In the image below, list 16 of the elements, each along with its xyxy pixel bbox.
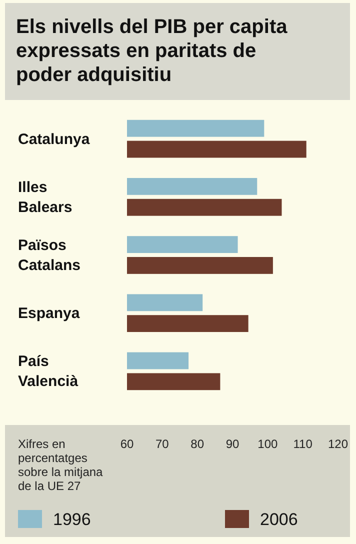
chart-title: Els nivells del PIB per capita expressats en paritats de poder adquisitiu — [16, 16, 288, 86]
y-tick-label: Països Catalans — [18, 237, 81, 274]
x-tick-label: 70 — [155, 437, 170, 451]
x-tick-label: 60 — [120, 437, 134, 451]
x-tick-label: 80 — [190, 437, 204, 451]
x-tick-label: 100 — [258, 437, 278, 451]
y-tick-label: Illes Balears — [18, 178, 72, 216]
y-tick-label: País Valencià — [18, 353, 79, 390]
x-tick-label: 90 — [226, 437, 240, 451]
x-tick-label: 110 — [293, 437, 313, 451]
y-tick-label: Catalunya — [18, 130, 90, 148]
x-tick-label: 120 — [328, 437, 348, 451]
legend-label: 2006 — [260, 510, 298, 529]
legend-label: 1996 — [53, 510, 91, 529]
text: Xifres en percentatges sobre la mitjana de la UE 27 — [18, 437, 104, 493]
y-tick-label: Espanya — [18, 305, 80, 322]
